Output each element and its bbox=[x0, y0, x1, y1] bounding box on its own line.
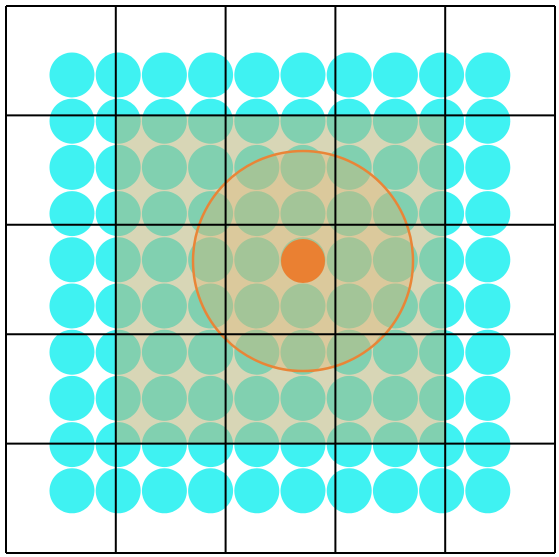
cyan-dot bbox=[465, 376, 510, 421]
cyan-dot bbox=[419, 53, 464, 98]
cyan-dot bbox=[50, 376, 95, 421]
cyan-dot bbox=[419, 468, 464, 513]
cyan-dot bbox=[373, 468, 418, 513]
cyan-dot bbox=[465, 145, 510, 190]
cyan-dot bbox=[465, 99, 510, 144]
cyan-dot bbox=[465, 284, 510, 329]
cyan-dot bbox=[373, 53, 418, 98]
cyan-dot bbox=[234, 53, 279, 98]
cyan-dot bbox=[465, 191, 510, 236]
cyan-dot bbox=[50, 468, 95, 513]
cyan-dot bbox=[50, 237, 95, 282]
cyan-dot bbox=[327, 468, 372, 513]
cyan-dot bbox=[50, 330, 95, 375]
cyan-dot bbox=[96, 468, 141, 513]
cyan-dot bbox=[281, 53, 326, 98]
cyan-dot bbox=[465, 330, 510, 375]
cyan-dot bbox=[465, 468, 510, 513]
target-center-dot bbox=[281, 239, 325, 283]
cyan-dot bbox=[281, 468, 326, 513]
cyan-dot bbox=[465, 53, 510, 98]
cyan-dot bbox=[50, 191, 95, 236]
cyan-dot bbox=[465, 237, 510, 282]
cyan-dot bbox=[50, 284, 95, 329]
cyan-dot bbox=[234, 468, 279, 513]
cyan-dot bbox=[96, 53, 141, 98]
cyan-dot bbox=[50, 53, 95, 98]
cyan-dot bbox=[327, 53, 372, 98]
cyan-dot bbox=[50, 145, 95, 190]
cyan-dot bbox=[142, 53, 187, 98]
cyan-dot bbox=[50, 99, 95, 144]
cyan-dot bbox=[142, 468, 187, 513]
